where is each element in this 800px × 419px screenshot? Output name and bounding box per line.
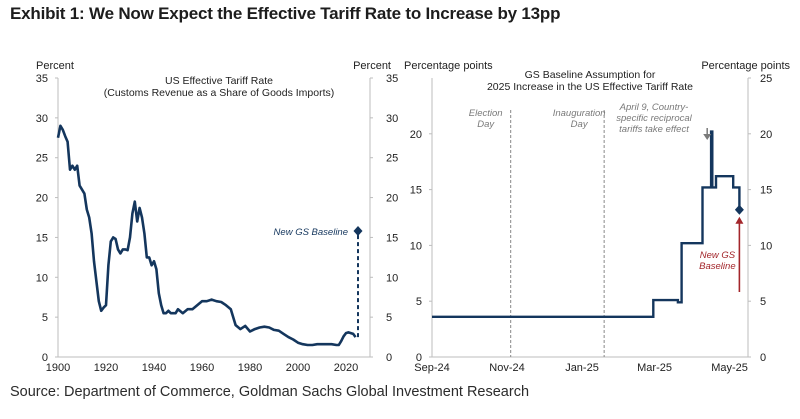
baseline-diamond-marker [353,226,363,237]
right-xtick-label: Sep-24 [414,362,449,374]
event-label: Election [469,108,503,119]
left-xtick-label: 1980 [238,362,262,374]
charts-canvas: Percent Percent US Effective Tariff Rate… [36,60,791,374]
left-ylabel-right: Percent [353,60,391,72]
left-xtick-label: 1900 [46,362,70,374]
source-note: Source: Department of Commerce, Goldman … [10,384,530,400]
right-ylabel-right: Percentage points [701,60,790,72]
left-xtick-label: 1940 [142,362,166,374]
left-ytick-label-right: 30 [386,113,398,125]
baseline-label: New GS Baseline [274,227,348,238]
left-xtick-label: 2020 [334,362,358,374]
april9-annotation: April 9, Country- [619,102,689,113]
exhibit-title: Exhibit 1: We Now Expect the Effective T… [10,4,561,23]
right-chart-title: GS Baseline Assumption for [525,69,656,81]
right-chart: Percentage points Percentage points GS B… [404,60,790,374]
right-ylabel-left: Percentage points [404,60,493,72]
right-ytick-label: 15 [410,185,422,197]
left-ylabel-left: Percent [36,60,74,72]
left-ytick-label: 35 [36,73,48,85]
right-ytick-label: 0 [416,352,422,364]
left-ytick-label: 0 [42,352,48,364]
right-ytick-label-right: 10 [760,240,772,252]
left-ytick-label-right: 10 [386,272,398,284]
event-label: Day [477,119,495,130]
left-ytick-label: 25 [36,153,48,165]
left-chart-title: US Effective Tariff Rate [165,75,273,87]
april9-annotation: tariffs take effect [619,124,689,135]
april9-annotation: specific reciprocal [616,113,692,124]
right-ytick-label-right: 5 [760,296,766,308]
new-baseline-arrow-head [735,216,744,224]
gs-baseline-step-line [432,130,741,318]
left-ytick-label: 30 [36,113,48,125]
tariff-rate-line [56,124,357,347]
right-ytick-label: 10 [410,240,422,252]
event-label: Inauguration [553,108,606,119]
left-xtick-label: 1920 [94,362,118,374]
left-ytick-label: 10 [36,272,48,284]
right-xtick-label: Jan-25 [565,362,599,374]
right-xtick-label: May-25 [711,362,748,374]
right-ytick-label-right: 25 [760,73,772,85]
left-ytick-label-right: 35 [386,73,398,85]
right-ytick-label: 20 [410,129,422,141]
left-ytick-label: 15 [36,232,48,244]
left-ytick-label-right: 20 [386,193,398,205]
left-chart: Percent Percent US Effective Tariff Rate… [36,60,399,374]
left-xtick-label: 1960 [190,362,214,374]
new-baseline-annotation: New GS [700,250,736,261]
left-ytick-label-right: 0 [386,352,392,364]
april9-arrow-head [703,134,712,140]
end-diamond-marker [734,204,744,215]
left-ytick-label-right: 5 [386,312,392,324]
event-label: Day [571,119,589,130]
new-baseline-annotation: Baseline [699,261,735,272]
right-chart-subtitle: 2025 Increase in the US Effective Tariff… [487,81,693,93]
left-ytick-label: 5 [42,312,48,324]
right-xtick-label: Nov-24 [489,362,524,374]
right-ytick-label-right: 15 [760,185,772,197]
right-xtick-label: Mar-25 [637,362,672,374]
right-ytick-label-right: 0 [760,352,766,364]
left-ytick-label: 20 [36,193,48,205]
left-ytick-label-right: 15 [386,232,398,244]
left-xtick-label: 2000 [286,362,310,374]
right-ytick-label: 5 [416,296,422,308]
left-chart-subtitle: (Customs Revenue as a Share of Goods Imp… [104,87,335,99]
right-ytick-label-right: 20 [760,129,772,141]
left-ytick-label-right: 25 [386,153,398,165]
